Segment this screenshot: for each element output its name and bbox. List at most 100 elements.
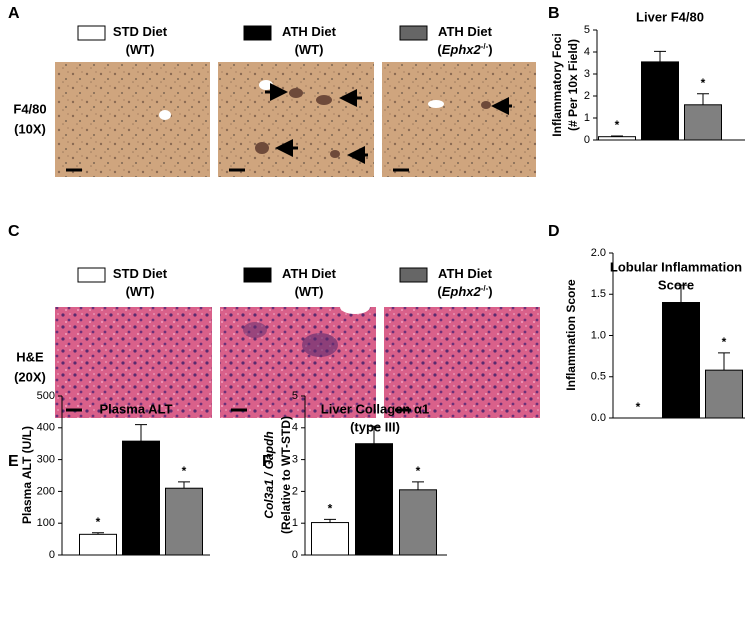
legend-label: (Ephx2-/-) <box>437 42 492 58</box>
legend-text: -/- <box>481 284 489 293</box>
panel-letter: E <box>8 453 19 470</box>
micrograph <box>55 62 210 177</box>
micrographs-a <box>55 62 536 177</box>
error-bar <box>412 481 424 490</box>
chart-title: (type III) <box>350 419 400 434</box>
focus <box>243 322 267 338</box>
y-tick-label: 300 <box>37 454 55 466</box>
legend-label: ATH Diet <box>438 266 493 281</box>
legend-swatch <box>399 25 428 41</box>
row-label: H&E <box>16 349 44 364</box>
focus <box>316 95 332 105</box>
chart-title: Lobular Inflammation <box>610 259 742 274</box>
error-bar <box>718 352 730 371</box>
micrograph <box>55 307 212 418</box>
legend-label: ATH Diet <box>282 266 337 281</box>
focus <box>481 101 491 109</box>
row-label: F4/80 <box>13 101 46 116</box>
y-tick-label: 0.0 <box>591 412 606 424</box>
y-tick-label: 200 <box>37 485 55 497</box>
y-tick-label: 3 <box>584 68 590 80</box>
y-tick-label: 400 <box>37 422 55 434</box>
legend-text: (WT) <box>126 284 155 299</box>
legend-text: ATH Diet <box>282 266 337 281</box>
y-tick-label: 500 <box>37 390 55 402</box>
bar <box>641 61 679 141</box>
row-label: (10X) <box>14 121 46 136</box>
legend-swatch <box>243 267 272 283</box>
panel-letter: B <box>548 5 560 22</box>
focus <box>255 142 269 154</box>
legend-text: (WT) <box>295 284 324 299</box>
vessel <box>159 110 171 120</box>
chart-title: Liver F4/80 <box>636 9 704 24</box>
legend-label: ATH Diet <box>282 24 337 39</box>
y-axis-label: Inflammation Score <box>564 279 578 391</box>
bar <box>165 487 203 556</box>
legend-text: ( <box>437 284 442 299</box>
bar <box>122 440 160 556</box>
error-bar <box>697 93 709 105</box>
y-tick-label: 4 <box>292 422 298 434</box>
y-tick-label: 1 <box>584 112 590 124</box>
focus <box>302 333 338 357</box>
panel-letter: C <box>8 223 20 240</box>
significance: * <box>701 76 706 90</box>
y-tick-label: 1.0 <box>591 329 606 341</box>
legend-label: (Ephx2-/-) <box>437 284 492 300</box>
panel-letter: D <box>548 223 560 240</box>
focus <box>330 150 340 158</box>
significance: * <box>182 464 187 478</box>
bar <box>311 522 349 556</box>
row-label: (20X) <box>14 369 46 384</box>
legend-swatch <box>243 25 272 41</box>
legend-text: (WT) <box>126 42 155 57</box>
legend-text: -/- <box>481 42 489 51</box>
significance: * <box>722 335 727 349</box>
legend-text: STD Diet <box>113 24 168 39</box>
legend-text: ATH Diet <box>438 24 493 39</box>
vessel <box>340 300 370 314</box>
panel-letter: F <box>262 453 272 470</box>
bar <box>399 489 437 556</box>
focus <box>289 88 303 98</box>
vessel <box>428 100 444 108</box>
legend-label: STD Diet <box>113 24 168 39</box>
micrograph <box>218 62 374 177</box>
legend-label: (WT) <box>295 284 324 299</box>
legend-text: ) <box>488 42 492 57</box>
bar <box>79 533 117 556</box>
y-axis-label: Plasma ALT (U/L) <box>20 426 34 524</box>
legend-swatch <box>77 267 106 283</box>
bar <box>598 136 636 141</box>
legend-label: ATH Diet <box>438 24 493 39</box>
y-tick-label: 1.5 <box>591 288 606 300</box>
error-bar <box>368 425 380 444</box>
panel-letter: A <box>8 5 20 22</box>
error-bar <box>324 518 336 523</box>
legend-text: Ephx2 <box>442 284 482 299</box>
legend-swatch <box>77 25 106 41</box>
error-bar <box>178 481 190 489</box>
y-tick-label: 5 <box>584 24 590 36</box>
y-tick-label: 2.0 <box>591 247 606 259</box>
significance: * <box>416 464 421 478</box>
y-tick-label: 100 <box>37 517 55 529</box>
y-tick-label: 0.5 <box>591 371 606 383</box>
micrograph <box>384 307 540 418</box>
y-axis-label: (Relative to WT-STD) <box>279 416 293 534</box>
legend-text: ATH Diet <box>438 266 493 281</box>
legend-label: (WT) <box>126 42 155 57</box>
chart-title: Plasma ALT <box>100 401 173 416</box>
significance: * <box>615 118 620 132</box>
y-tick-label: 2 <box>584 90 590 102</box>
legend-text: ( <box>437 42 442 57</box>
y-axis-label: (# Per 10x Field) <box>566 39 580 131</box>
legend-swatch <box>399 267 428 283</box>
chart-title: Liver Collagen α1 <box>321 401 429 416</box>
y-tick-label: 1 <box>292 517 298 529</box>
arrows <box>265 83 512 164</box>
legend-label: (WT) <box>295 42 324 57</box>
y-axis-label: Inflammatory Foci <box>550 33 564 136</box>
